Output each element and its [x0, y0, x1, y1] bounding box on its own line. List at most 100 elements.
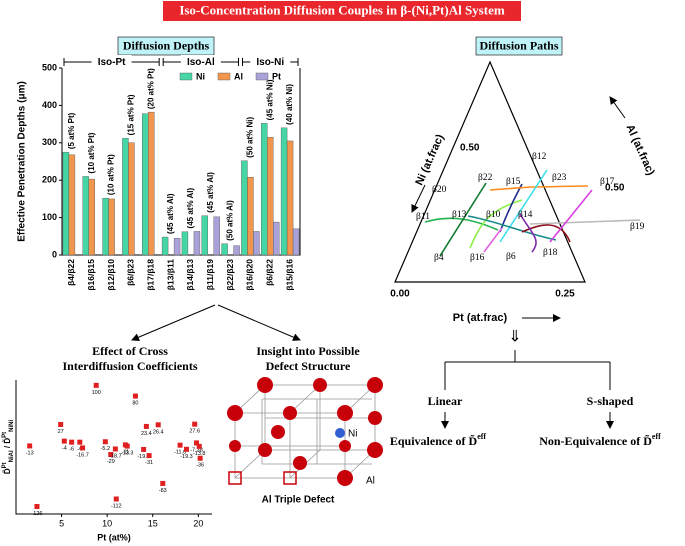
- axis: [15, 380, 212, 515]
- point: [160, 480, 166, 486]
- legend-swatch: [255, 72, 269, 81]
- data-label: -13.8: [193, 451, 206, 457]
- point-label: β15: [506, 177, 521, 187]
- bar: [102, 197, 109, 256]
- point-label: β23: [552, 173, 567, 183]
- bar: [221, 243, 228, 256]
- annotation: (45 at% Al): [206, 172, 215, 213]
- annotation: (5 at% Pt): [67, 112, 76, 149]
- group-label: Iso-Al: [187, 57, 215, 68]
- point: [61, 438, 67, 444]
- data-label: -31: [145, 460, 153, 466]
- data-label: 100: [92, 390, 101, 396]
- x-tick-label: β15/β16: [284, 259, 294, 291]
- axis: [61, 68, 301, 256]
- panel-title: Diffusion Depths: [123, 38, 210, 52]
- bar: [273, 221, 280, 256]
- bar: [247, 177, 254, 256]
- x-tick-label: 10: [102, 518, 112, 528]
- point: [112, 446, 118, 452]
- arrow: [131, 304, 216, 341]
- point-label: β11: [416, 212, 430, 222]
- legend-label: Pt: [272, 71, 281, 81]
- annotation: (45 at% Al): [166, 193, 175, 234]
- annotation: (45 at% Al): [186, 188, 195, 229]
- data-label: -29: [107, 459, 115, 465]
- data-label: -83: [159, 488, 167, 494]
- point-label: β14: [518, 210, 533, 220]
- point: [192, 421, 198, 427]
- y-label-part: Pt: [2, 462, 8, 468]
- panel-title: Interdiffusion Coefficients: [63, 359, 198, 373]
- cube-label: Al: [366, 476, 375, 487]
- x-tick-label: β4/β22: [66, 259, 76, 286]
- data-label: -13: [26, 450, 34, 456]
- y-label-part: NiNi: [9, 420, 15, 432]
- data-label: -11: [122, 449, 130, 455]
- data-label: -19.3: [180, 454, 193, 460]
- tick-label: 0.00: [390, 289, 410, 300]
- annotation: (10 at% Pt): [87, 132, 96, 173]
- x-tick-label: β13/β11: [165, 259, 175, 290]
- group-bg: [91, 55, 132, 69]
- bar: [193, 231, 201, 256]
- point-label: β18: [543, 248, 558, 258]
- annotation: (50 at% Al): [226, 200, 235, 241]
- tick-label: 0.25: [555, 289, 575, 300]
- point: [34, 503, 40, 509]
- point: [155, 422, 161, 428]
- bar: [280, 127, 288, 256]
- x-tick-label: β17/β18: [146, 259, 156, 291]
- x-tick-label: β16/β20: [245, 259, 255, 291]
- title-box: [163, 1, 521, 21]
- data-label: -11.6: [174, 450, 186, 456]
- group-bg: [180, 55, 221, 69]
- annotation: (15 at% Pt): [127, 94, 136, 135]
- x-tick-label: 5: [59, 518, 64, 528]
- x-tick-label: β6/β22: [265, 259, 275, 286]
- data-label: -4: [62, 446, 67, 452]
- point: [183, 446, 189, 452]
- data-label: 27.6: [189, 429, 200, 435]
- arrow: [217, 304, 301, 341]
- group-label: Iso-Ni: [256, 57, 284, 68]
- panel-title: Defect Structure: [266, 359, 351, 373]
- point: [196, 443, 202, 449]
- x-tick-label: β16/β15: [86, 259, 96, 291]
- bar: [292, 228, 300, 256]
- data-label: -126: [31, 511, 42, 517]
- annotation: (50 at% Ni): [246, 117, 255, 158]
- point-label: β17: [600, 177, 615, 187]
- x-axis-label: Pt (at%): [97, 532, 131, 542]
- arrow: [411, 184, 426, 213]
- point: [194, 440, 200, 446]
- y-tick-label: 100: [42, 212, 57, 222]
- point: [113, 496, 119, 502]
- point: [102, 439, 108, 445]
- bar: [261, 123, 268, 256]
- annotation: (45 at% Ni): [265, 79, 274, 120]
- arrow: [609, 96, 626, 119]
- data-label: -6: [77, 447, 82, 453]
- bar: [213, 216, 220, 256]
- y-tick-label: 300: [42, 137, 57, 147]
- flow-label: Linear: [428, 394, 463, 408]
- bar: [233, 245, 240, 256]
- y-label-part: Pt: [2, 432, 8, 438]
- point: [124, 443, 130, 449]
- title: Iso-Concentration Diffusion Couples in β…: [179, 2, 505, 17]
- bar: [181, 231, 189, 256]
- ternary: Ni (at.frac) Al (at.frac) Pt (at.frac) 0…: [390, 60, 657, 324]
- data-label: -6: [69, 447, 74, 453]
- point-label: β22: [478, 173, 493, 183]
- point-label: β12: [532, 152, 547, 162]
- cube-label: Ni: [348, 429, 357, 440]
- point-labels: β20 β22 β12 β15 β23 β17 β11 β13 β10 β14 …: [416, 152, 645, 263]
- legend-label: Al: [234, 71, 243, 81]
- axis-label: Pt (at.frac): [453, 312, 508, 324]
- point: [143, 423, 149, 429]
- x-tick-label: β6/β23: [126, 259, 136, 286]
- point: [146, 453, 152, 459]
- point: [197, 455, 203, 461]
